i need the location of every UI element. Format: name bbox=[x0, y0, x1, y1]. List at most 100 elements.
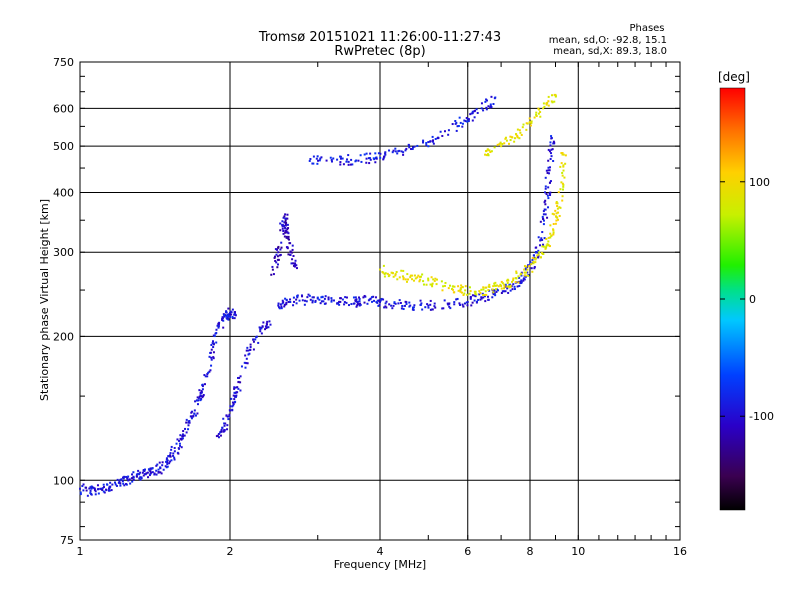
echo-point bbox=[551, 101, 554, 104]
echo-point bbox=[559, 165, 562, 168]
echo-point bbox=[249, 343, 252, 346]
echo-point bbox=[231, 401, 234, 404]
echo-point bbox=[264, 328, 267, 331]
echo-point bbox=[132, 478, 135, 481]
echo-point bbox=[275, 261, 278, 264]
echo-point bbox=[482, 109, 485, 112]
echo-point bbox=[539, 111, 542, 114]
echo-point bbox=[212, 357, 215, 360]
y-tick-label: 300 bbox=[53, 246, 74, 259]
echo-point bbox=[233, 317, 236, 320]
echo-point bbox=[187, 428, 190, 431]
echo-point bbox=[380, 297, 383, 300]
echo-point bbox=[231, 317, 234, 320]
echo-point bbox=[322, 300, 325, 303]
echo-point bbox=[281, 225, 284, 228]
echo-point bbox=[561, 195, 564, 198]
echo-point bbox=[316, 162, 319, 165]
echo-point bbox=[289, 301, 292, 304]
data-point bbox=[562, 153, 565, 156]
echo-point bbox=[518, 137, 521, 140]
echo-point bbox=[233, 391, 236, 394]
echo-point bbox=[485, 108, 488, 111]
echo-point bbox=[549, 180, 552, 183]
echo-point bbox=[339, 297, 342, 300]
echo-point bbox=[227, 307, 230, 310]
echo-point bbox=[286, 217, 289, 220]
echo-point bbox=[384, 272, 387, 275]
echo-point bbox=[449, 307, 452, 310]
echo-point bbox=[542, 213, 545, 216]
echo-point bbox=[562, 165, 565, 168]
echo-point bbox=[480, 288, 483, 291]
echo-point bbox=[225, 414, 228, 417]
data-point bbox=[223, 424, 226, 427]
echo-point bbox=[227, 315, 230, 318]
colorbar-label: [deg] bbox=[718, 70, 750, 84]
echo-point bbox=[148, 474, 151, 477]
echo-point bbox=[543, 237, 546, 240]
echo-point bbox=[160, 472, 163, 475]
echo-point bbox=[412, 146, 415, 149]
echo-point bbox=[349, 163, 352, 166]
echo-point bbox=[455, 129, 458, 132]
echo-point bbox=[179, 434, 182, 437]
echo-point bbox=[485, 99, 488, 102]
echo-point bbox=[543, 105, 546, 108]
echo-point bbox=[444, 281, 447, 284]
echo-point bbox=[532, 260, 535, 263]
echo-point bbox=[510, 285, 513, 288]
echo-point bbox=[157, 471, 160, 474]
echo-point bbox=[105, 488, 108, 491]
echo-point bbox=[419, 275, 422, 278]
echo-point bbox=[484, 293, 487, 296]
phases-mean-o: mean, sd,O: -92.8, 15.1 bbox=[549, 35, 667, 46]
echo-point bbox=[501, 282, 504, 285]
echo-point bbox=[382, 264, 385, 267]
echo-point bbox=[555, 215, 558, 218]
echo-point bbox=[196, 399, 199, 402]
echo-point bbox=[365, 157, 368, 160]
echo-point bbox=[491, 288, 494, 291]
echo-point bbox=[172, 454, 175, 457]
data-point bbox=[487, 289, 490, 292]
echo-point bbox=[427, 306, 430, 309]
echo-point bbox=[363, 294, 366, 297]
echo-point bbox=[223, 314, 226, 317]
echo-point bbox=[553, 213, 556, 216]
echo-point bbox=[226, 428, 229, 431]
echo-point bbox=[451, 288, 454, 291]
echo-point bbox=[222, 417, 225, 420]
echo-point bbox=[537, 253, 540, 256]
echo-point bbox=[516, 134, 519, 137]
echo-point bbox=[144, 468, 147, 471]
echo-point bbox=[120, 478, 123, 481]
echo-point bbox=[485, 98, 488, 101]
echo-point bbox=[210, 343, 213, 346]
echo-point bbox=[212, 351, 215, 354]
echo-point bbox=[139, 478, 142, 481]
echo-point bbox=[371, 300, 374, 303]
echo-point bbox=[345, 301, 348, 304]
echo-point bbox=[264, 325, 267, 328]
echo-point bbox=[266, 320, 269, 323]
echo-point bbox=[237, 387, 240, 390]
echo-point bbox=[561, 174, 564, 177]
data-point bbox=[404, 149, 407, 152]
echo-point bbox=[81, 485, 84, 488]
echo-point bbox=[525, 122, 528, 125]
echo-point bbox=[125, 475, 128, 478]
echo-point bbox=[190, 417, 193, 420]
echo-point bbox=[554, 222, 557, 225]
echo-point bbox=[461, 122, 464, 125]
echo-point bbox=[382, 271, 385, 274]
echo-point bbox=[547, 206, 550, 209]
echo-point bbox=[234, 400, 237, 403]
data-point bbox=[249, 346, 252, 349]
echo-point bbox=[287, 227, 290, 230]
echo-point bbox=[295, 302, 298, 305]
echo-point bbox=[369, 297, 372, 300]
echo-point bbox=[439, 130, 442, 133]
echo-point bbox=[210, 348, 213, 351]
echo-point bbox=[125, 483, 128, 486]
